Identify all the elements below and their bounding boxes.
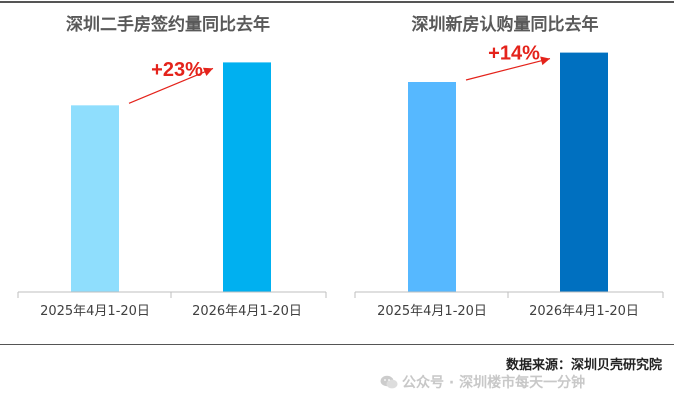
growth-arrow-head [202, 67, 213, 77]
growth-annotation: +23% [151, 59, 203, 81]
bottom-rule [0, 344, 674, 345]
growth-arrow-line [465, 58, 551, 81]
chart-left: 深圳二手房签约量同比去年 2025年4月1-20日 2026年4月1-20日 +23% [17, 14, 327, 319]
growth-arrow-line [128, 67, 214, 104]
category-label-2: 2026年4月1-20日 [529, 304, 639, 319]
growth-arrow-head [540, 56, 550, 66]
top-rule [0, 1, 674, 3]
chart-right: 深圳新房认购量同比去年 2025年4月1-20日 2026年4月1-20日 +14% [354, 14, 664, 319]
source-note: 数据来源：深圳贝壳研究院 [505, 358, 662, 373]
bar-2 [560, 52, 608, 292]
chart-title: 深圳新房认购量同比去年 [412, 14, 599, 35]
chart-title: 深圳二手房签约量同比去年 [66, 14, 270, 35]
wechat-icon [380, 375, 398, 389]
bar-1 [408, 82, 456, 292]
bar-2 [223, 62, 271, 293]
watermark-text: 公众号 · 深圳楼市每天一分钟 [402, 375, 586, 391]
growth-annotation: +14% [488, 42, 540, 64]
bar-1 [71, 105, 119, 292]
category-label-2: 2026年4月1-20日 [192, 304, 302, 319]
category-label-1: 2025年4月1-20日 [40, 304, 150, 319]
watermark: 公众号 · 深圳楼市每天一分钟 [380, 372, 585, 392]
category-label-1: 2025年4月1-20日 [377, 304, 487, 319]
